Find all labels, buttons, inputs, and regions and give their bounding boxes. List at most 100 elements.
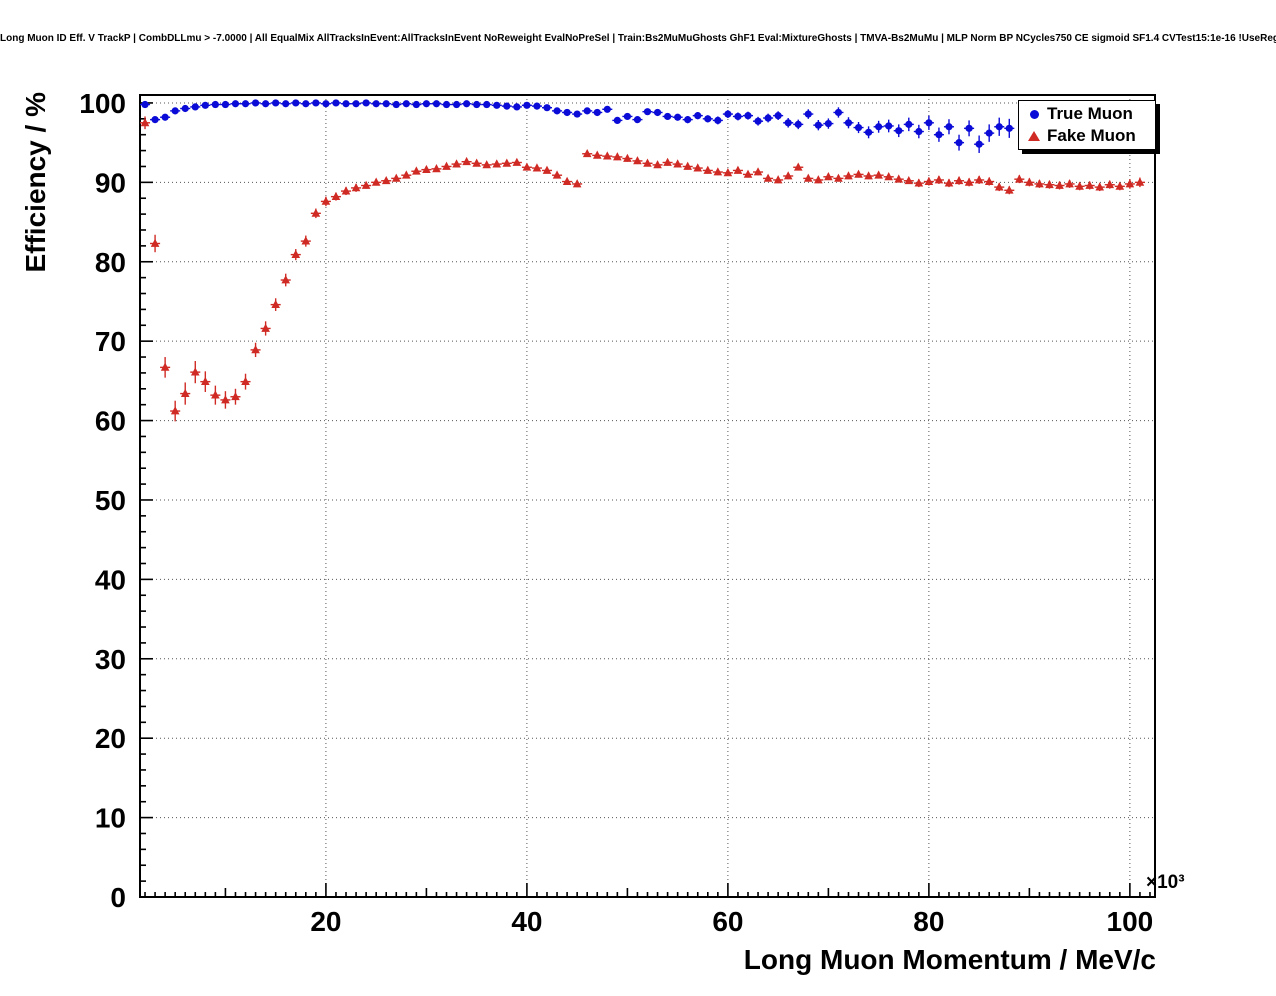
data-point-true-muon xyxy=(241,100,250,108)
data-point-fake-muon xyxy=(964,177,974,186)
data-point-fake-muon xyxy=(331,191,341,201)
data-point-fake-muon xyxy=(1015,174,1024,183)
legend: True Muon Fake Muon xyxy=(1018,100,1156,150)
data-point-true-muon xyxy=(784,119,792,127)
y-tick-label: 90 xyxy=(95,167,126,198)
data-point-fake-muon xyxy=(361,180,371,189)
data-point-fake-muon xyxy=(1004,185,1014,194)
data-point-true-muon xyxy=(905,120,913,128)
data-point-fake-muon xyxy=(190,367,200,376)
data-point-fake-muon xyxy=(773,175,783,184)
data-point-fake-muon xyxy=(1055,180,1064,189)
data-point-true-muon xyxy=(885,122,893,130)
data-point-fake-muon xyxy=(1065,179,1074,188)
y-tick-label: 0 xyxy=(110,882,126,913)
data-point-true-muon xyxy=(583,107,591,115)
data-point-fake-muon xyxy=(984,176,994,185)
data-point-true-muon xyxy=(211,100,219,109)
data-point-fake-muon xyxy=(874,170,883,179)
data-point-true-muon xyxy=(714,116,722,125)
data-point-fake-muon xyxy=(1105,179,1115,189)
data-point-fake-muon xyxy=(693,163,703,172)
data-point-fake-muon xyxy=(613,152,622,161)
data-point-fake-muon xyxy=(512,157,522,166)
data-point-fake-muon xyxy=(934,175,944,184)
data-point-fake-muon xyxy=(824,171,833,181)
legend-label-true-muon: True Muon xyxy=(1047,104,1133,123)
legend-label-fake-muon: Fake Muon xyxy=(1047,126,1136,145)
y-tick-label: 30 xyxy=(95,644,126,675)
data-point-fake-muon xyxy=(1125,179,1135,188)
data-point-true-muon xyxy=(262,100,270,108)
data-point-fake-muon xyxy=(231,391,240,401)
data-point-fake-muon xyxy=(150,238,160,247)
data-point-true-muon xyxy=(312,99,320,107)
data-point-fake-muon xyxy=(683,161,692,170)
data-point-fake-muon xyxy=(351,183,361,192)
data-point-fake-muon xyxy=(140,117,150,127)
data-point-true-muon xyxy=(342,100,350,108)
data-point-fake-muon xyxy=(462,156,471,166)
data-point-fake-muon xyxy=(412,166,421,175)
data-point-fake-muon xyxy=(201,376,210,386)
data-point-fake-muon xyxy=(753,167,763,176)
y-tick-label: 70 xyxy=(95,326,126,357)
data-point-true-muon xyxy=(864,128,873,136)
data-point-fake-muon xyxy=(532,163,542,172)
data-point-fake-muon xyxy=(592,150,602,159)
data-point-fake-muon xyxy=(261,323,270,332)
data-point-fake-muon xyxy=(954,175,964,185)
data-point-true-muon xyxy=(231,100,240,108)
data-point-true-muon xyxy=(382,100,390,108)
data-point-fake-muon xyxy=(1025,177,1034,186)
x-tick-label: 20 xyxy=(310,906,341,937)
data-point-true-muon xyxy=(161,113,169,121)
data-point-true-muon xyxy=(543,104,551,112)
data-point-true-muon xyxy=(483,100,491,109)
data-point-fake-muon xyxy=(1135,177,1145,186)
data-point-fake-muon xyxy=(311,208,321,217)
data-point-fake-muon xyxy=(432,164,441,173)
data-point-fake-muon xyxy=(522,162,532,171)
data-point-true-muon xyxy=(935,131,943,139)
data-point-fake-muon xyxy=(673,159,682,168)
data-point-fake-muon xyxy=(572,179,582,188)
y-tick-label: 80 xyxy=(95,247,126,278)
data-point-fake-muon xyxy=(482,160,492,169)
data-point-true-muon xyxy=(643,108,652,116)
data-point-fake-muon xyxy=(924,176,934,185)
data-point-true-muon xyxy=(814,121,822,129)
data-point-fake-muon xyxy=(643,158,652,167)
data-point-fake-muon xyxy=(442,161,451,170)
data-point-fake-muon xyxy=(904,175,914,185)
data-point-fake-muon xyxy=(944,178,954,187)
data-point-fake-muon xyxy=(291,249,301,259)
data-point-true-muon xyxy=(573,110,581,118)
data-point-fake-muon xyxy=(633,156,642,165)
data-point-fake-muon xyxy=(834,173,843,182)
data-point-true-muon xyxy=(623,112,632,121)
data-point-true-muon xyxy=(432,100,441,108)
data-point-true-muon xyxy=(794,120,802,128)
data-point-true-muon xyxy=(915,127,923,136)
data-point-true-muon xyxy=(452,100,461,109)
data-point-true-muon xyxy=(995,123,1003,131)
data-point-fake-muon xyxy=(864,171,873,180)
data-point-true-muon xyxy=(473,100,481,109)
data-point-true-muon xyxy=(844,119,853,127)
data-point-fake-muon xyxy=(844,171,853,180)
data-point-true-muon xyxy=(553,107,561,115)
data-point-true-muon xyxy=(412,100,420,109)
y-tick-label: 40 xyxy=(95,564,126,595)
data-point-fake-muon xyxy=(321,196,331,205)
data-point-fake-muon xyxy=(562,176,572,185)
data-point-fake-muon xyxy=(854,169,863,178)
data-point-fake-muon xyxy=(301,236,311,245)
true-muon-marker-icon xyxy=(1025,109,1043,119)
legend-entry-fake-muon: Fake Muon xyxy=(1019,125,1155,147)
data-point-true-muon xyxy=(1005,124,1013,132)
data-point-true-muon xyxy=(653,108,662,117)
data-point-true-muon xyxy=(674,113,682,121)
data-point-true-muon xyxy=(694,112,702,120)
